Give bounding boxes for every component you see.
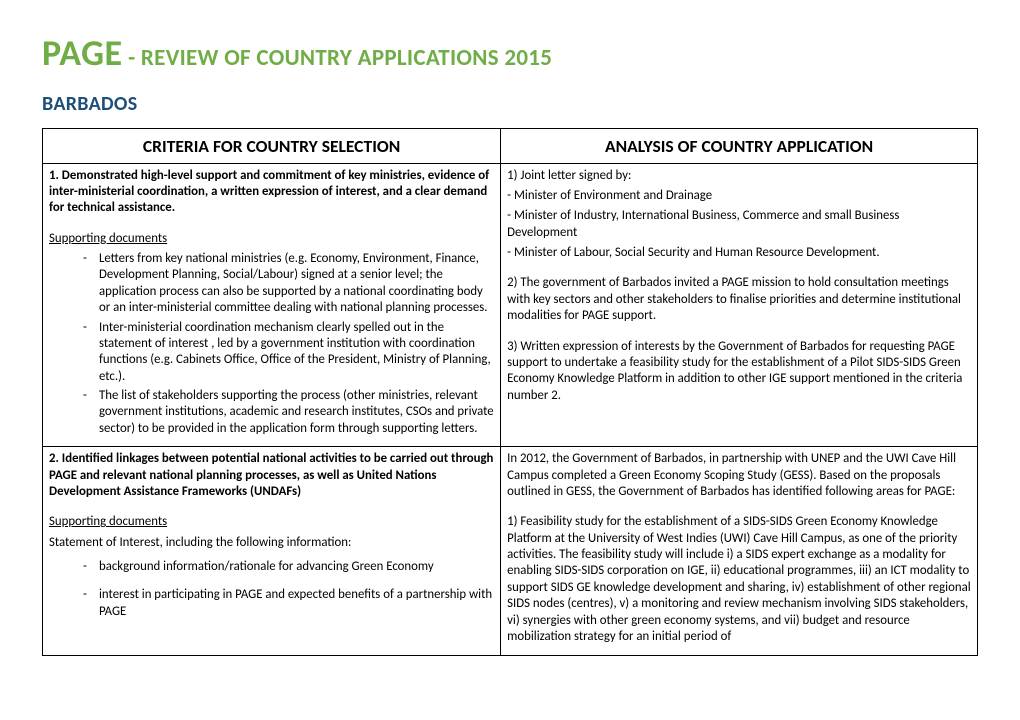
analysis-cell: 1) Joint letter signed by: - Minister of… — [501, 163, 978, 447]
supporting-docs-list: background information/rationale for adv… — [49, 559, 494, 620]
supporting-docs-after: Statement of Interest, including the fol… — [49, 535, 494, 551]
supporting-docs-label: Supporting documents — [49, 231, 167, 246]
analysis-p1-line: - Minister of Environment and Drainage — [507, 188, 971, 204]
criteria-lead: 1. Demonstrated high-level support and c… — [49, 168, 494, 217]
list-item: The list of stakeholders supporting the … — [83, 388, 494, 437]
col-header-analysis: ANALYSIS OF COUNTRY APPLICATION — [501, 128, 978, 163]
table-row: 2. Identified linkages between potential… — [43, 447, 978, 656]
analysis-p2: 2) The government of Barbados invited a … — [507, 275, 971, 324]
document-page: PAGE - REVIEW OF COUNTRY APPLICATIONS 20… — [0, 0, 1020, 720]
analysis-p1: In 2012, the Government of Barbados, in … — [507, 451, 971, 500]
analysis-p1-line: - Minister of Labour, Social Security an… — [507, 245, 971, 261]
table-header-row: CRITERIA FOR COUNTRY SELECTION ANALYSIS … — [43, 128, 978, 163]
analysis-p1-lead: 1) Joint letter signed by: — [507, 168, 971, 184]
table-row: 1. Demonstrated high-level support and c… — [43, 163, 978, 447]
analysis-p1-line: - Minister of Industry, International Bu… — [507, 208, 971, 241]
criteria-cell: 1. Demonstrated high-level support and c… — [43, 163, 501, 447]
country-heading: BARBADOS — [42, 92, 978, 116]
analysis-p2: 1) Feasibility study for the establishme… — [507, 514, 971, 645]
analysis-cell: In 2012, the Government of Barbados, in … — [501, 447, 978, 656]
list-item: Letters from key national ministries (e.… — [83, 251, 494, 317]
supporting-docs-list: Letters from key national ministries (e.… — [49, 251, 494, 437]
col-header-criteria: CRITERIA FOR COUNTRY SELECTION — [43, 128, 501, 163]
title-acronym: PAGE — [42, 31, 123, 75]
list-item: background information/rationale for adv… — [83, 559, 494, 575]
list-item: interest in participating in PAGE and ex… — [83, 587, 494, 620]
criteria-cell: 2. Identified linkages between potential… — [43, 447, 501, 656]
page-title: PAGE - REVIEW OF COUNTRY APPLICATIONS 20… — [42, 34, 978, 74]
analysis-p3: 3) Written expression of interests by th… — [507, 339, 971, 405]
title-suffix: - REVIEW OF COUNTRY APPLICATIONS 2015 — [123, 44, 553, 72]
criteria-lead: 2. Identified linkages between potential… — [49, 451, 494, 500]
supporting-docs-label: Supporting documents — [49, 514, 167, 529]
list-item: Inter-ministerial coordination mechanism… — [83, 320, 494, 386]
review-table: CRITERIA FOR COUNTRY SELECTION ANALYSIS … — [42, 128, 978, 657]
